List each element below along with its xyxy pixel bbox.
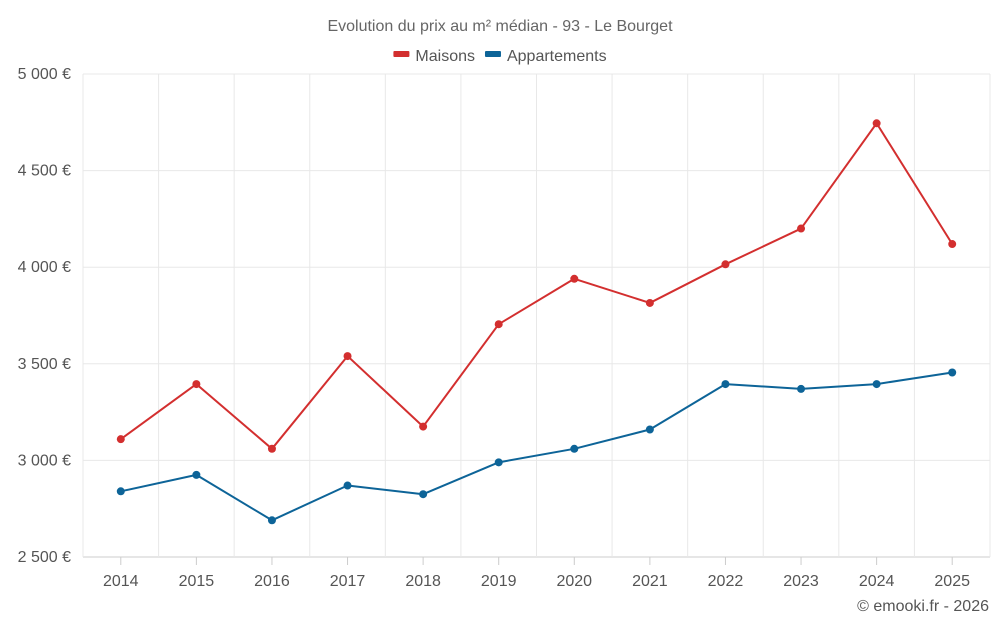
data-point-appartements[interactable] <box>116 487 125 496</box>
grid <box>82 73 991 558</box>
chart-title: Evolution du prix au m² médian - 93 - Le… <box>327 18 673 35</box>
y-tick-label: 3 000 € <box>18 452 71 469</box>
x-tick-label: 2018 <box>405 573 441 590</box>
legend-label: Maisons <box>415 48 475 65</box>
y-tick-label: 4 000 € <box>18 259 71 276</box>
x-tick-label: 2023 <box>783 573 819 590</box>
credit-text: © emooki.fr - 2026 <box>857 598 989 615</box>
data-point-appartements[interactable] <box>494 458 503 467</box>
data-point-maisons[interactable] <box>343 352 352 361</box>
x-tick-label: 2024 <box>859 573 895 590</box>
y-tick-label: 5 000 € <box>18 66 71 83</box>
data-point-appartements[interactable] <box>419 490 428 499</box>
data-point-appartements[interactable] <box>267 516 276 525</box>
data-point-maisons[interactable] <box>116 435 125 444</box>
series-appartements <box>116 368 957 525</box>
data-point-appartements[interactable] <box>948 368 957 377</box>
data-point-maisons[interactable] <box>721 260 730 269</box>
data-point-maisons[interactable] <box>872 119 881 128</box>
data-point-appartements[interactable] <box>343 481 352 490</box>
data-point-maisons[interactable] <box>419 422 428 431</box>
x-tick-label: 2025 <box>934 573 970 590</box>
legend[interactable]: Maisons Appartements <box>393 48 607 65</box>
data-point-appartements[interactable] <box>192 470 201 479</box>
x-tick-label: 2020 <box>556 573 592 590</box>
y-tick-label: 3 500 € <box>18 356 71 373</box>
data-point-appartements[interactable] <box>721 380 730 389</box>
data-point-maisons[interactable] <box>267 444 276 453</box>
x-tick-label: 2019 <box>481 573 517 590</box>
data-point-appartements[interactable] <box>797 384 806 393</box>
legend-swatch <box>393 51 410 57</box>
legend-label: Appartements <box>507 48 607 65</box>
series-group <box>116 119 957 525</box>
y-tick-label: 4 500 € <box>18 163 71 180</box>
series-line-maisons <box>119 122 954 450</box>
data-point-appartements[interactable] <box>645 425 654 434</box>
data-point-maisons[interactable] <box>645 298 654 307</box>
data-point-maisons[interactable] <box>948 240 957 249</box>
x-tick-label: 2017 <box>330 573 366 590</box>
series-line-appartements <box>119 371 954 522</box>
data-point-maisons[interactable] <box>192 380 201 389</box>
x-tick-label: 2015 <box>179 573 215 590</box>
x-tick-label: 2022 <box>708 573 744 590</box>
legend-swatch <box>484 51 501 57</box>
data-point-maisons[interactable] <box>570 274 579 283</box>
data-point-maisons[interactable] <box>797 224 806 233</box>
series-maisons <box>116 119 957 453</box>
data-point-appartements[interactable] <box>570 444 579 453</box>
legend-item-maisons[interactable]: Maisons <box>393 48 475 65</box>
y-axis-ticks: 2 500 € 3 000 € 3 500 € 4 000 € 4 500 € 5 000… <box>18 66 71 566</box>
y-tick-label: 2 500 € <box>18 549 71 566</box>
x-axis-ticks: 2014 2015 2016 2017 2018 2019 2020 2021 2022 2023… <box>103 557 970 590</box>
x-tick-label: 2021 <box>632 573 668 590</box>
data-point-maisons[interactable] <box>494 320 503 329</box>
legend-item-appartements[interactable]: Appartements <box>484 48 607 65</box>
x-tick-label: 2014 <box>103 573 139 590</box>
data-point-appartements[interactable] <box>872 380 881 389</box>
x-tick-label: 2016 <box>254 573 290 590</box>
